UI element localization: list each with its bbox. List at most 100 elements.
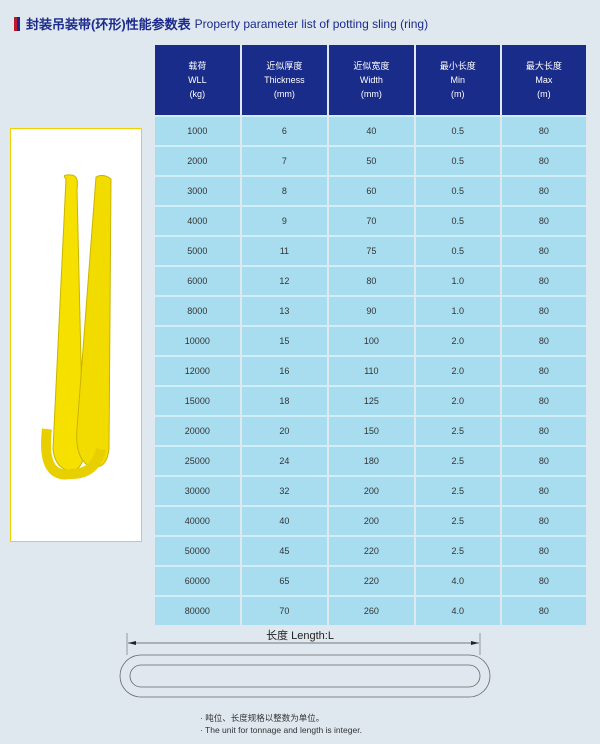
table-cell: 80 [500, 505, 586, 536]
column-header: 近似厚度 Thickness (mm) [240, 45, 330, 116]
table-row: 1000 6 40 0.5 80 [155, 115, 586, 146]
header-zh: 载荷 [188, 61, 207, 71]
table-cell: 4.0 [414, 565, 502, 596]
table-cell: 80 [500, 205, 586, 236]
table-cell: 0.5 [414, 145, 502, 176]
table-cell: 15000 [155, 385, 242, 416]
table-cell: 6000 [155, 265, 242, 296]
table-cell: 10000 [155, 325, 242, 356]
table-cell: 80 [500, 535, 586, 566]
table-cell: 2.0 [414, 355, 502, 386]
column-header: 最小长度 Min (m) [414, 45, 502, 116]
table-cell: 2.0 [414, 385, 502, 416]
header-zh: 近似宽度 [353, 61, 390, 71]
table-cell: 0.5 [414, 115, 502, 146]
table-cell: 80 [500, 265, 586, 296]
table-cell: 11 [240, 235, 330, 266]
table-cell: 40 [240, 505, 330, 536]
table-cell: 15 [240, 325, 330, 356]
table-cell: 40 [328, 115, 416, 146]
header-unit: (m) [450, 89, 465, 99]
header-en: Width [359, 75, 383, 85]
table-cell: 2.5 [414, 415, 502, 446]
title-marker [14, 16, 20, 31]
notes: · 吨位、长度规格以整数为单位。 · The unit for tonnage … [200, 712, 362, 736]
table-cell: 80 [500, 355, 586, 386]
table-row: 10000 15 100 2.0 80 [155, 325, 586, 356]
table-row: 30000 32 200 2.5 80 [155, 475, 586, 506]
table-cell: 90 [328, 295, 416, 326]
table-cell: 65 [240, 565, 330, 596]
table-cell: 5000 [155, 235, 242, 266]
table-cell: 80 [500, 145, 586, 176]
header-zh: 近似厚度 [266, 61, 303, 71]
column-header: 最大长度 Max (m) [500, 45, 586, 116]
table-cell: 80 [500, 415, 586, 446]
header-unit: (mm) [273, 89, 295, 99]
table-row: 5000 11 75 0.5 80 [155, 235, 586, 266]
table-cell: 80 [500, 475, 586, 506]
table-cell: 0.5 [414, 205, 502, 236]
sling-photo [10, 128, 142, 542]
table-cell: 4.0 [414, 595, 502, 625]
table-cell: 6 [240, 115, 330, 146]
table-cell: 70 [240, 595, 330, 625]
table-cell: 2.0 [414, 325, 502, 356]
table-cell: 24 [240, 445, 330, 476]
table-row: 25000 24 180 2.5 80 [155, 445, 586, 476]
table-cell: 125 [328, 385, 416, 416]
table-cell: 70 [328, 205, 416, 236]
table-cell: 45 [240, 535, 330, 566]
header-en: Thickness [264, 75, 305, 85]
table-row: 12000 16 110 2.0 80 [155, 355, 586, 386]
table-cell: 80 [500, 325, 586, 356]
page-title: 封装吊装带(环形)性能参数表 Property parameter list o… [14, 14, 428, 33]
title-en: Property parameter list of potting sling… [194, 16, 429, 31]
table-row: 2000 7 50 0.5 80 [155, 145, 586, 176]
table-cell: 2.5 [414, 445, 502, 476]
table-cell: 80 [500, 445, 586, 476]
table-cell: 220 [328, 565, 416, 596]
table-cell: 150 [328, 415, 416, 446]
table-cell: 2.5 [414, 505, 502, 536]
table-cell: 80 [328, 265, 416, 296]
table-cell: 32 [240, 475, 330, 506]
table-cell: 80 [500, 295, 586, 326]
table-cell: 9 [240, 205, 330, 236]
table-cell: 60 [328, 175, 416, 206]
table-row: 20000 20 150 2.5 80 [155, 415, 586, 446]
table-cell: 80000 [155, 595, 242, 625]
table-row: 6000 12 80 1.0 80 [155, 265, 586, 296]
table-row: 80000 70 260 4.0 80 [155, 595, 586, 625]
table-cell: 180 [328, 445, 416, 476]
table-cell: 0.5 [414, 175, 502, 206]
table-cell: 25000 [155, 445, 242, 476]
header-en: Min [450, 75, 465, 85]
table-cell: 80 [500, 565, 586, 596]
ring-diagram [119, 633, 491, 698]
table-cell: 1.0 [414, 265, 502, 296]
table-cell: 8000 [155, 295, 242, 326]
table-cell: 80 [500, 115, 586, 146]
length-label: 长度 Length:L [266, 630, 334, 642]
title-zh: 封装吊装带(环形)性能参数表 [26, 17, 191, 32]
note-zh: · 吨位、长度规格以整数为单位。 [200, 713, 325, 723]
table-cell: 16 [240, 355, 330, 386]
table-row: 60000 65 220 4.0 80 [155, 565, 586, 596]
table-cell: 100 [328, 325, 416, 356]
header-unit: (m) [537, 89, 551, 99]
table-cell: 80 [500, 235, 586, 266]
table-cell: 80 [500, 175, 586, 206]
header-zh: 最大长度 [525, 61, 562, 71]
table-cell: 2.5 [414, 475, 502, 506]
table-cell: 80 [500, 595, 586, 625]
table-row: 3000 8 60 0.5 80 [155, 175, 586, 206]
note-en: · The unit for tonnage and length is int… [200, 725, 362, 735]
table-cell: 220 [328, 535, 416, 566]
table-cell: 4000 [155, 205, 242, 236]
table-row: 50000 45 220 2.5 80 [155, 535, 586, 566]
table-cell: 75 [328, 235, 416, 266]
table-cell: 60000 [155, 565, 242, 596]
parameter-table: 载荷 WLL (kg) 近似厚度 Thickness (mm) 近似宽度 Width (mm) 最… [155, 45, 586, 625]
table-cell: 18 [240, 385, 330, 416]
